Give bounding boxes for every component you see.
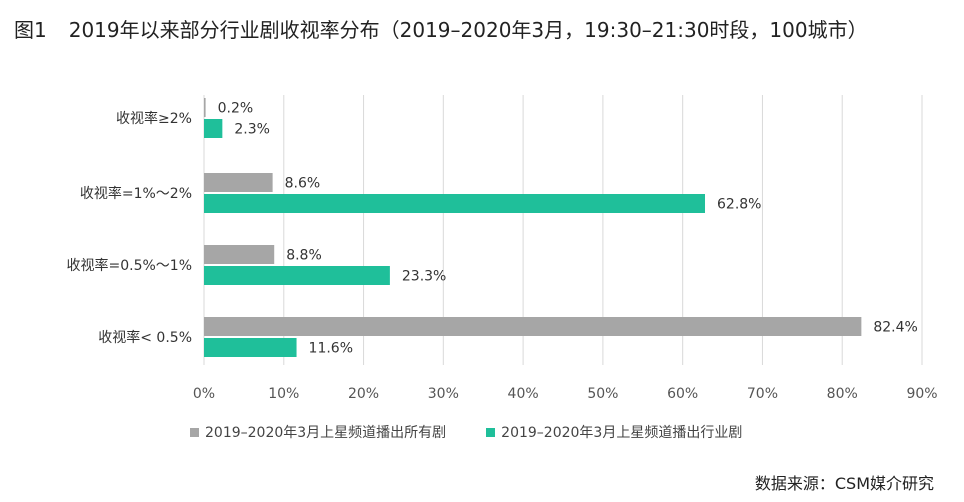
category-label: 收视率=1%～2% [80,185,192,202]
category-label: 收视率≥2% [116,110,192,127]
x-tick-label: 50% [587,386,618,402]
bar-industry-dramas [204,266,390,285]
figure-label: 图1 [14,18,47,42]
x-tick-label: 70% [747,386,778,402]
data-label: 11.6% [309,341,353,357]
data-source: 数据来源：CSM媒介研究 [754,474,934,493]
data-label: 8.6% [285,176,321,192]
data-label: 2.3% [234,122,270,138]
category-label: 收视率=0.5%～1% [66,257,192,274]
bar-industry-dramas [204,338,297,357]
legend-label-industry-dramas: 2019–2020年3月上星频道播出行业剧 [501,425,743,441]
x-tick-label: 10% [268,386,299,402]
bar-all-dramas [204,317,862,336]
x-tick-label: 80% [827,386,858,402]
legend-swatch-all-dramas [190,427,199,437]
legend-label-all-dramas: 2019–2020年3月上星频道播出所有剧 [205,425,447,441]
x-tick-label: 60% [667,386,698,402]
chart-title: 图1 2019年以来部分行业剧收视率分布（2019–2020年3月，19:30–2… [14,14,868,43]
title-text: 2019年以来部分行业剧收视率分布（2019–2020年3月，19:30–21:… [68,18,868,42]
data-label: 82.4% [873,320,917,336]
bar-all-dramas [204,98,206,117]
bar-industry-dramas [204,119,223,138]
legend: 2019–2020年3月上星频道播出所有剧 2019–2020年3月上星频道播出… [190,422,742,442]
legend-item-industry-dramas: 2019–2020年3月上星频道播出行业剧 [486,422,742,442]
x-tick-label: 90% [906,386,937,402]
x-tick-label: 0% [193,386,215,402]
data-label: 8.8% [286,248,322,264]
data-label: 62.8% [717,197,761,213]
data-label: 23.3% [402,269,446,285]
x-tick-label: 40% [508,386,539,402]
category-label: 收视率< 0.5% [98,329,192,346]
legend-item-all-dramas: 2019–2020年3月上星频道播出所有剧 [190,422,446,442]
x-tick-label: 20% [348,386,379,402]
bar-all-dramas [204,245,275,264]
bar-all-dramas [204,173,273,192]
data-label: 0.2% [218,101,254,117]
x-tick-label: 30% [428,386,459,402]
bar-industry-dramas [204,194,706,213]
legend-swatch-industry-dramas [486,427,496,437]
